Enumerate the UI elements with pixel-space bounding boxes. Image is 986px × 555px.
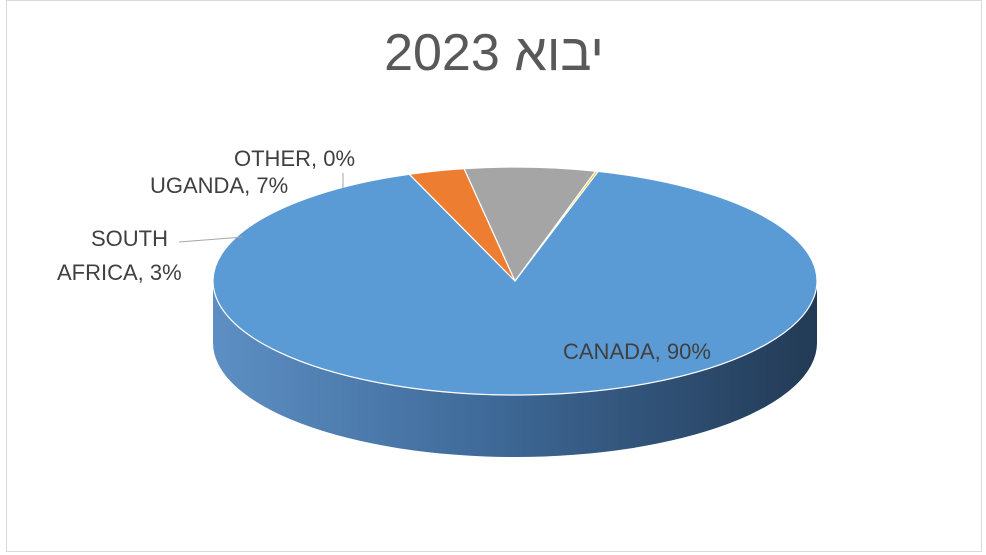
slice-uganda[interactable] [463, 166, 597, 283]
data-label-canada: CANADA, 90% [563, 339, 711, 364]
data-label-uganda: UGANDA, 7% [150, 173, 288, 198]
slice-canada[interactable] [212, 170, 818, 396]
slice-other[interactable] [514, 170, 600, 282]
pie-chart: CANADA, 90% SOUTH AFRICA, 3% UGANDA, 7%OTHE… [57, 146, 818, 457]
leader-line-south-africa [178, 236, 244, 243]
data-label-other: OTHER, 0% [234, 146, 355, 171]
data-label-south-africa-line1: SOUTH [91, 226, 168, 251]
chart-title: יבוא 2023 [384, 24, 604, 82]
data-label-south-africa-line2: AFRICA, 3% [57, 260, 182, 285]
slice-side-canada [213, 281, 817, 457]
chart-frame: יבוא 2023 CANADA, 90% SOUTH AFRICA, 3% UGAN… [6, 0, 982, 552]
